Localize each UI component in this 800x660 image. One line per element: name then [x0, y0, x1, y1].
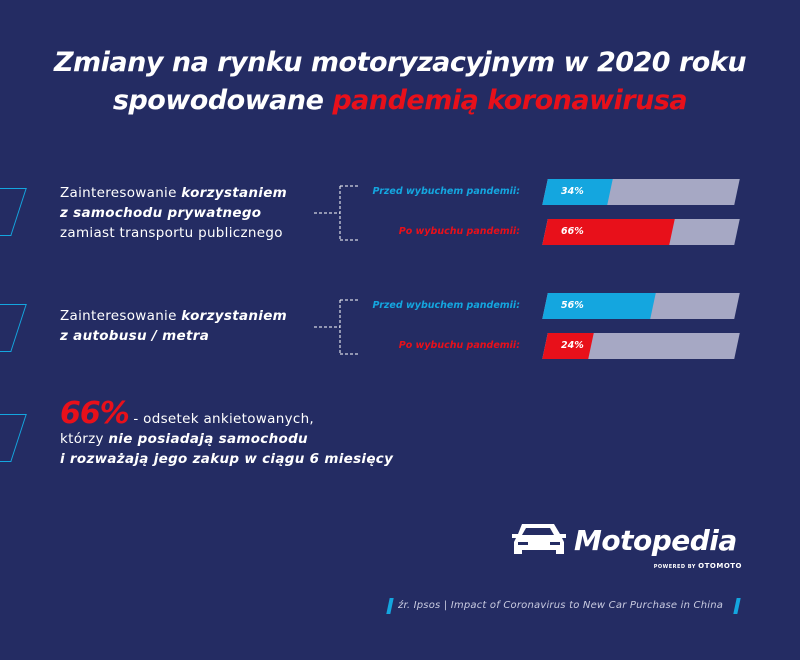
bar-track: 66%: [542, 219, 740, 245]
stat-text-2b: nie posiadają samochodu: [108, 431, 308, 447]
parallelogram-icon: [0, 304, 27, 352]
logo-brand: OTOMOTO: [698, 562, 742, 570]
car-icon: [512, 524, 566, 554]
question-1-plain-2: zamiast transportu publicznego: [60, 225, 283, 241]
bar-value-label: 66%: [561, 226, 584, 237]
bar-fill-before: [542, 293, 656, 319]
bar-value-label: 56%: [561, 300, 584, 311]
parallelogram-icon: [0, 188, 27, 236]
title-line-2: spowodowane pandemią koronawirusa: [0, 82, 800, 120]
logo-name: Motopedia: [574, 524, 737, 557]
source-marker-left: [386, 598, 394, 614]
parallelogram-icon: [0, 414, 27, 462]
question-1-plain: Zainteresowanie: [60, 185, 182, 201]
bar-track: 34%: [542, 179, 740, 205]
question-1-bold-2: z samochodu prywatnego: [60, 205, 262, 221]
bar-value-label: 34%: [561, 186, 584, 197]
bar-label-after: Po wybuchu pandemii:: [398, 226, 520, 237]
stat-value: 66%: [60, 396, 130, 431]
bar-label-before: Przed wybuchem pandemii:: [372, 300, 520, 311]
source-note: źr. Ipsos | Impact of Coronavirus to New…: [398, 600, 724, 611]
logo-powered-label: POWERED BY: [653, 564, 699, 570]
question-2-text: Zainteresowanie korzystaniem z autobusu …: [60, 306, 287, 346]
stat-text-3: i rozważają jego zakup w ciągu 6 miesięc…: [60, 451, 394, 467]
title-line-2-plain: spowodowane: [112, 85, 333, 116]
bar-track: 56%: [542, 293, 740, 319]
bracket-connector: [314, 299, 358, 355]
title-line-1: Zmiany na rynku motoryzacyjnym w 2020 ro…: [53, 47, 747, 78]
bar-value-label: 24%: [561, 340, 584, 351]
key-statistic: 66% - odsetek ankietowanych, którzy nie …: [60, 399, 394, 469]
bar-label-after: Po wybuchu pandemii:: [398, 340, 520, 351]
stat-text-2a: którzy: [60, 431, 109, 447]
bar-label-before: Przed wybuchem pandemii:: [372, 186, 520, 197]
page-title: Zmiany na rynku motoryzacyjnym w 2020 ro…: [0, 44, 800, 120]
question-1-bold-1: korzystaniem: [181, 185, 288, 201]
title-highlight: pandemią koronawirusa: [332, 85, 688, 116]
stat-text-1: - odsetek ankietowanych,: [128, 411, 315, 427]
bracket-connector: [314, 185, 358, 241]
question-2-bold-1: korzystaniem: [181, 308, 288, 324]
question-2-plain: Zainteresowanie: [60, 308, 182, 324]
question-2-bold-2: z autobusu / metra: [60, 328, 210, 344]
bar-track: 24%: [542, 333, 740, 359]
question-1-text: Zainteresowanie korzystaniem z samochodu…: [60, 183, 287, 243]
motopedia-logo: Motopedia POWERED BY OTOMOTO: [508, 518, 748, 574]
logo-powered-by: POWERED BY OTOMOTO: [654, 562, 742, 570]
